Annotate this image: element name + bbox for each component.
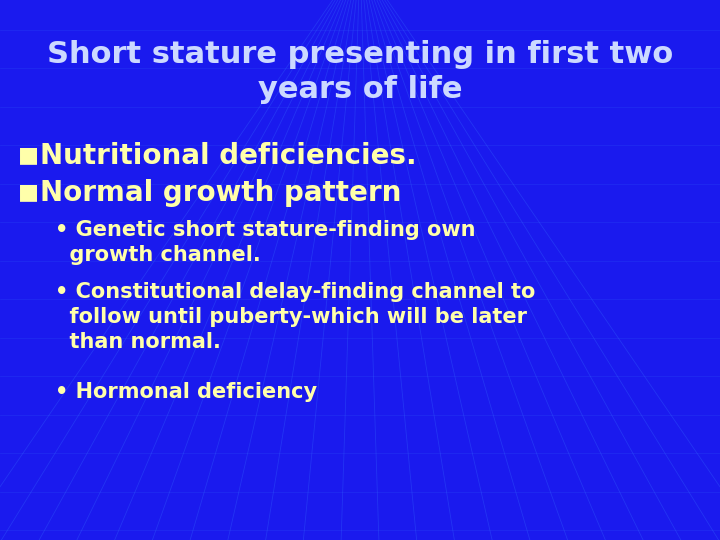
Text: • Constitutional delay-finding channel to
  follow until puberty-which will be l: • Constitutional delay-finding channel t… [55, 282, 536, 352]
Text: Short stature presenting in first two
years of life: Short stature presenting in first two ye… [47, 40, 673, 104]
Text: Nutritional deficiencies.: Nutritional deficiencies. [40, 142, 417, 170]
Text: ■: ■ [18, 145, 39, 165]
Text: • Hormonal deficiency: • Hormonal deficiency [55, 382, 317, 402]
Text: Normal growth pattern: Normal growth pattern [40, 179, 401, 207]
Text: • Genetic short stature-finding own
  growth channel.: • Genetic short stature-finding own grow… [55, 220, 475, 265]
Text: ■: ■ [18, 182, 39, 202]
